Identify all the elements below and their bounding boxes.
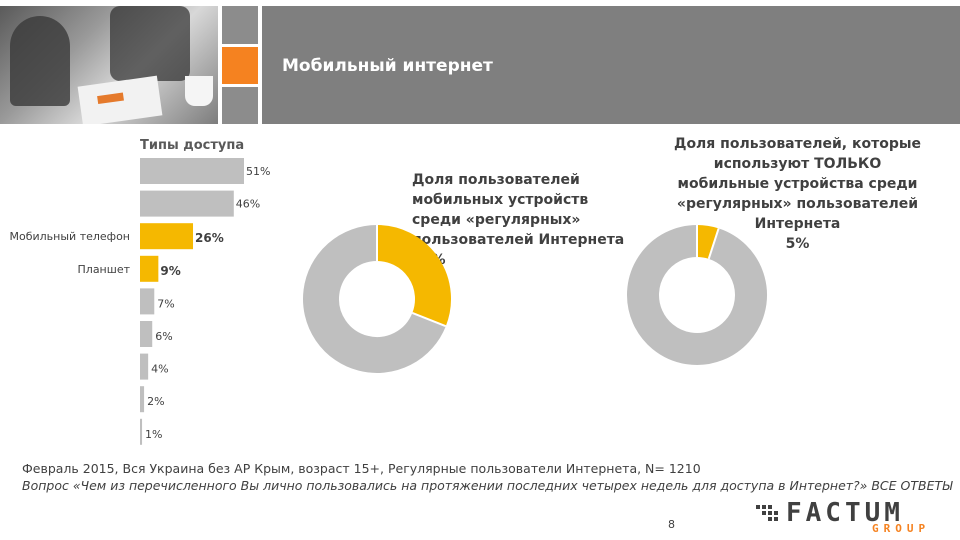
deco-grey-block-top: [222, 6, 258, 44]
photo-person-right: [110, 6, 190, 81]
donut-slice-1: [627, 225, 767, 365]
bar-value-label-2: 26%: [195, 231, 224, 245]
bar-category-label-2: Мобильный телефон: [10, 230, 131, 243]
donut2-caption: Доля пользователей, которые используют ТО…: [640, 134, 955, 254]
donut-slice-0: [376, 225, 451, 327]
donut1-caption-line: пользователей Интернета: [412, 232, 625, 248]
photo-cup: [185, 76, 213, 106]
donut1-caption-line: мобильных устройств: [412, 192, 589, 208]
bar-value-label-3: 9%: [160, 264, 180, 278]
donut2-caption-line: «регулярных» пользователей: [676, 196, 919, 212]
page-number: 8: [668, 518, 675, 531]
access-types-bar-chart: 51% 46% 26% Мобильный телефон 9% Планшет 7% 6% 4…: [10, 158, 270, 445]
bar-value-label-5: 6%: [155, 330, 172, 343]
bar-2: [140, 223, 194, 250]
donut-separator: [707, 228, 720, 260]
mobile-users-donut: [303, 225, 451, 373]
bar-6: [140, 353, 149, 380]
photo-person-left: [10, 16, 70, 106]
donut1-caption-line: Доля пользователей: [412, 172, 580, 188]
donut2-caption-line: используют ТОЛЬКО: [713, 156, 882, 172]
bar-value-label-6: 4%: [151, 363, 168, 376]
bar-value-label-1: 46%: [236, 198, 260, 211]
bar-3: [140, 255, 159, 282]
bar-value-label-8: 1%: [145, 428, 162, 441]
bar-value-label-4: 7%: [157, 297, 174, 310]
logo-subtitle: GROUP: [872, 522, 931, 535]
footnote-question: Вопрос «Чем из перечисленного Вы лично п…: [22, 478, 953, 493]
donut2-caption-line: Доля пользователей, которые: [673, 136, 922, 152]
donut-slice-0: [696, 225, 719, 260]
header-bar: [0, 0, 960, 6]
bar-5: [140, 321, 153, 347]
mobile-only-users-donut: [627, 225, 767, 365]
bar-value-label-0: 51%: [246, 165, 270, 178]
deco-grey-block-bottom: [222, 87, 258, 124]
donut2-caption-line: 5%: [785, 236, 810, 252]
page-title: Мобильный интернет: [282, 56, 493, 76]
header-photo: [0, 6, 218, 124]
bar-1: [140, 190, 234, 217]
donut2-caption-line: Интернета: [754, 216, 841, 232]
bar-category-label-3: Планшет: [78, 263, 131, 276]
donut2-caption-line: мобильные устройства среди: [677, 176, 918, 192]
bar-7: [140, 386, 145, 413]
bar-4: [140, 288, 155, 315]
donut-slice-1: [303, 225, 446, 373]
bar-chart-title: Типы доступа: [140, 138, 245, 153]
photo-paper: [77, 75, 163, 124]
bar-8: [140, 418, 143, 445]
donut-separator: [411, 312, 447, 328]
title-band: [262, 6, 960, 124]
footnote-sample: Февраль 2015, Вся Украина без АР Крым, в…: [22, 461, 701, 476]
logo-wordmark: FACTUM: [786, 498, 904, 528]
bar-value-label-7: 2%: [147, 395, 164, 408]
logo-dots-icon: [756, 505, 778, 521]
deco-orange-block: [222, 47, 258, 84]
donut1-caption-line: среди «регулярных»: [412, 212, 581, 228]
bar-0: [140, 158, 244, 184]
